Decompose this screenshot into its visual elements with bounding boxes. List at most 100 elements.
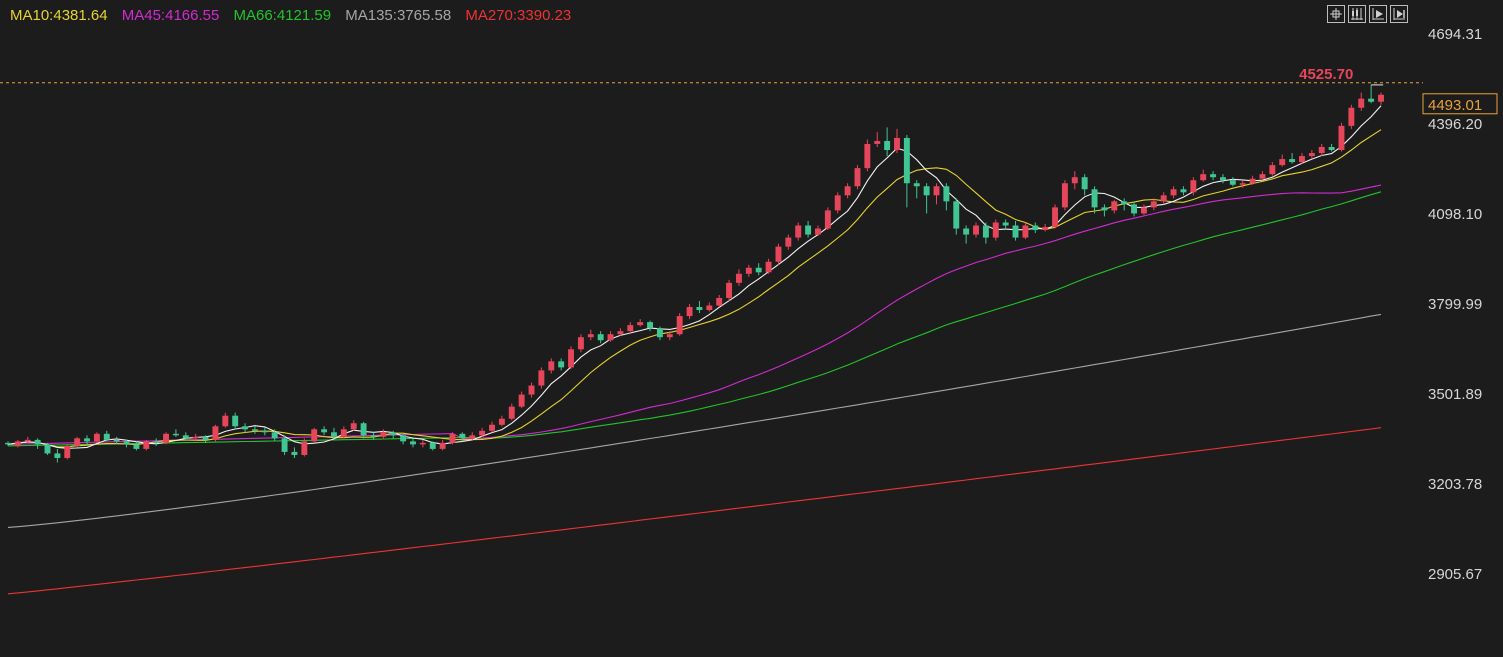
candle <box>864 139 871 172</box>
candle <box>973 222 979 238</box>
candle <box>676 313 683 336</box>
candle <box>400 433 407 445</box>
candle-body <box>153 441 160 443</box>
candle <box>903 134 910 208</box>
candle-body <box>1210 174 1217 178</box>
candle-body <box>973 225 979 235</box>
candle-body <box>913 183 920 187</box>
candle <box>1061 180 1068 211</box>
candle <box>360 421 367 439</box>
ma-legend: MA10:4381.64 MA45:4166.55 MA66:4121.59 M… <box>10 7 581 24</box>
candle <box>963 225 970 244</box>
candlestick-mode-icon[interactable] <box>1348 5 1366 23</box>
candle-body <box>1131 204 1138 214</box>
candle <box>1111 199 1118 214</box>
candle <box>74 436 81 448</box>
candle-body <box>1101 207 1108 211</box>
candle <box>44 442 51 455</box>
candle-body <box>1081 177 1088 190</box>
play-icon[interactable] <box>1369 5 1387 23</box>
candle <box>1269 162 1276 176</box>
candle <box>291 447 298 458</box>
candle <box>943 183 950 211</box>
candle-body <box>1091 189 1098 208</box>
candle <box>785 234 792 250</box>
candle <box>143 439 150 451</box>
candle-body <box>716 297 723 306</box>
candle <box>627 322 634 335</box>
candle <box>1091 186 1098 214</box>
legend-ma10: MA10:4381.64 <box>10 7 108 24</box>
candle <box>1338 122 1345 152</box>
candle-body <box>864 143 871 169</box>
candle-body <box>271 432 278 439</box>
candle-body <box>1140 207 1147 214</box>
candle <box>913 180 920 199</box>
candle <box>1071 171 1078 190</box>
series-layer <box>7 105 1382 595</box>
candle-body <box>963 228 970 235</box>
candle-body <box>143 441 150 449</box>
candle-body <box>301 441 308 455</box>
candle <box>577 334 584 353</box>
candle <box>301 438 308 457</box>
candle-body <box>1348 107 1355 126</box>
candle <box>755 263 762 276</box>
candle <box>163 432 170 445</box>
candle-body <box>1328 147 1335 151</box>
candle-body <box>775 246 782 262</box>
candle <box>1210 171 1217 181</box>
candle <box>370 432 377 440</box>
candle <box>84 435 90 445</box>
candle <box>1328 143 1335 152</box>
candle-body <box>489 424 495 431</box>
candle-body <box>281 438 288 452</box>
candle-body <box>439 442 446 449</box>
candle-body <box>182 435 189 439</box>
y-tick-label: 2905.67 <box>1428 566 1482 583</box>
candle <box>844 183 851 199</box>
candle-body <box>163 433 170 443</box>
candle <box>923 183 930 214</box>
candle-body <box>360 423 367 436</box>
candle <box>558 358 565 371</box>
candle <box>528 382 535 398</box>
candle-body <box>745 267 752 274</box>
candle <box>1239 180 1246 188</box>
candle <box>1032 222 1039 234</box>
candle-body <box>805 225 812 235</box>
step-forward-icon[interactable] <box>1390 5 1408 23</box>
candle-body <box>854 168 861 187</box>
candle-body <box>597 334 604 341</box>
candle <box>587 329 594 341</box>
candle <box>380 429 387 439</box>
candle <box>1180 186 1187 196</box>
candle <box>429 441 436 451</box>
candle <box>498 415 505 427</box>
candle-body <box>992 222 999 238</box>
candle <box>1229 177 1236 187</box>
candle-body <box>84 438 90 442</box>
candle-body <box>518 394 525 407</box>
candle-body <box>1061 183 1068 208</box>
candle-body <box>1378 94 1384 102</box>
ma270-line <box>7 427 1382 595</box>
candle-body <box>232 415 239 427</box>
candle-body <box>479 430 486 436</box>
candle-body <box>202 436 209 440</box>
candle-body <box>637 322 644 326</box>
candle <box>982 222 989 244</box>
candle <box>1160 192 1167 205</box>
crosshair-icon[interactable] <box>1327 5 1345 23</box>
candle-body <box>647 322 654 329</box>
candle-body <box>1269 165 1276 175</box>
candle <box>1022 222 1029 240</box>
candle-body <box>903 137 910 184</box>
candle <box>321 426 328 436</box>
candle-body <box>568 349 574 368</box>
candle-body <box>943 186 950 202</box>
candle-body <box>1022 225 1029 238</box>
candle-body <box>1229 180 1236 185</box>
candle <box>202 435 209 443</box>
